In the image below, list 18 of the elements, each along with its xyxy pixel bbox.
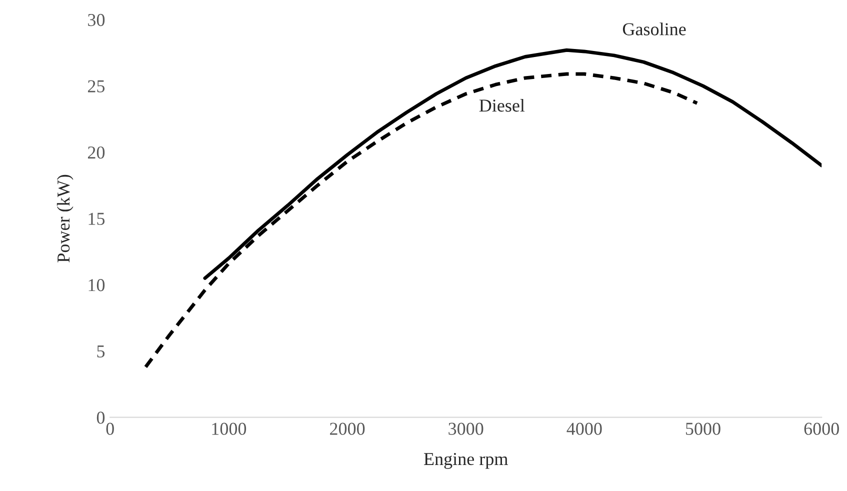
y-tick-label: 10 bbox=[88, 279, 105, 292]
series-label: Diesel bbox=[479, 98, 525, 112]
y-tick-label: 5 bbox=[97, 346, 105, 358]
x-tick-label: 6000 bbox=[804, 422, 839, 435]
x-tick-label: 1000 bbox=[212, 422, 246, 435]
x-tick-label: 3000 bbox=[448, 422, 484, 435]
y-tick-label: 25 bbox=[88, 80, 105, 92]
y-tick-label: 15 bbox=[88, 212, 105, 225]
y-tick-label: 0 bbox=[96, 412, 105, 424]
x-axis-title: Engine rpm bbox=[424, 452, 508, 469]
x-tick-label: 0 bbox=[106, 422, 114, 435]
y-tick-label: 30 bbox=[88, 14, 105, 26]
y-axis-title: Power (kW) bbox=[56, 174, 74, 262]
x-tick-label: 2000 bbox=[330, 422, 365, 435]
y-tick-label: 20 bbox=[88, 146, 105, 159]
series-label: Gasoline bbox=[622, 22, 686, 36]
x-tick-label: 4000 bbox=[566, 422, 602, 435]
x-tick-label: 5000 bbox=[686, 422, 720, 435]
